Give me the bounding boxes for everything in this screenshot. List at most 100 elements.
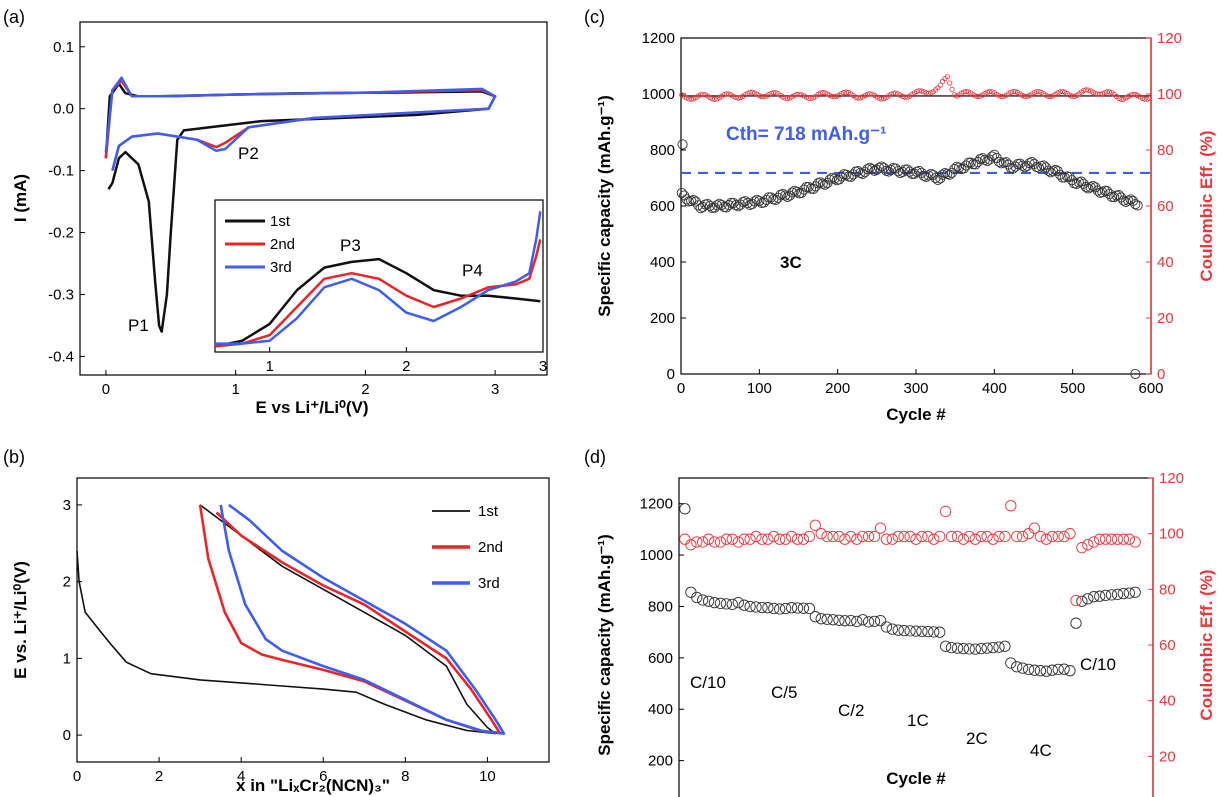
panel-label-d: (d) bbox=[584, 447, 606, 467]
capacity-point bbox=[744, 600, 756, 613]
panel-c-x-tick-label: 300 bbox=[903, 380, 928, 397]
efficiency-point bbox=[1088, 536, 1100, 548]
efficiency-point bbox=[791, 92, 798, 98]
capacity-point bbox=[1016, 662, 1029, 674]
panel-b-y-tick-label: 2 bbox=[63, 574, 71, 591]
efficiency-point bbox=[691, 536, 703, 548]
efficiency-point bbox=[904, 530, 916, 543]
efficiency-point bbox=[679, 533, 691, 545]
efficiency-point bbox=[714, 96, 720, 102]
capacity-point bbox=[750, 601, 762, 613]
efficiency-point bbox=[975, 93, 981, 100]
legend-label-2nd: 2nd bbox=[478, 539, 503, 556]
efficiency-point bbox=[1034, 530, 1047, 543]
capacity-point bbox=[897, 166, 908, 177]
efficiency-point bbox=[784, 95, 791, 102]
efficiency-point bbox=[780, 94, 786, 100]
panel-c-xlabel: Cycle # bbox=[886, 405, 946, 424]
panel-a-x-tick-label: 1 bbox=[231, 381, 239, 398]
efficiency-point bbox=[1082, 539, 1094, 551]
panel-b-xlabel: x in "LiₓCr₂(NCN)₃" bbox=[236, 776, 390, 795]
efficiency-point bbox=[685, 539, 697, 551]
efficiency-point bbox=[785, 530, 798, 543]
panel-c-x-tick-label: 200 bbox=[825, 380, 850, 397]
capacity-point bbox=[714, 597, 727, 610]
capacity-point bbox=[1022, 663, 1035, 676]
panel-b-x-tick-label: 0 bbox=[73, 768, 81, 785]
efficiency-point bbox=[845, 530, 857, 543]
efficiency-point bbox=[803, 530, 816, 543]
panel-b-frame bbox=[76, 477, 550, 763]
efficiency-point bbox=[892, 90, 899, 96]
panel-c-yr-tick-label: 100 bbox=[1157, 86, 1182, 103]
capacity-point bbox=[738, 599, 750, 611]
capacity-point bbox=[1085, 182, 1096, 193]
capacity-point bbox=[1109, 192, 1120, 203]
efficiency-point bbox=[880, 533, 893, 545]
efficiency-point bbox=[987, 533, 999, 545]
capacity-point bbox=[1058, 663, 1070, 675]
panel-c-y-tick-label: 800 bbox=[650, 142, 675, 159]
capacity-point bbox=[904, 625, 916, 637]
panel-b-x-tick-label: 4 bbox=[237, 768, 245, 785]
efficiency-point bbox=[857, 530, 869, 543]
efficiency-point bbox=[735, 95, 741, 101]
inset-x-tick-label: 2 bbox=[402, 358, 410, 375]
capacity-point bbox=[963, 643, 975, 655]
efficiency-point bbox=[1092, 90, 1099, 96]
efficiency-point bbox=[1129, 536, 1141, 548]
efficiency-point bbox=[761, 94, 767, 100]
efficiency-point bbox=[1059, 88, 1066, 95]
capacity-point bbox=[886, 623, 898, 635]
panel-c-y-tick-label: 1000 bbox=[642, 86, 675, 103]
annotation-rate-2c: 2C bbox=[966, 729, 988, 748]
efficiency-point bbox=[1070, 594, 1082, 607]
panel-a-y-tick-label: 0.0 bbox=[53, 101, 74, 118]
capacity-point bbox=[954, 162, 965, 173]
capacity-point bbox=[880, 621, 893, 633]
capacity-point bbox=[867, 164, 878, 175]
capacity-point bbox=[1120, 196, 1131, 207]
panel-a-ylabel: I (mA) bbox=[11, 174, 30, 222]
panel-a-y-tick-label: -0.4 bbox=[48, 348, 74, 365]
efficiency-point bbox=[986, 88, 993, 95]
efficiency-point bbox=[1099, 533, 1112, 545]
capacity-point bbox=[803, 181, 814, 193]
efficiency-point bbox=[1064, 528, 1076, 540]
efficiency-point bbox=[1052, 530, 1064, 543]
efficiency-point bbox=[928, 533, 940, 545]
panel-c-x-tick-label: 0 bbox=[677, 380, 685, 397]
legend-label-3rd: 3rd bbox=[270, 259, 292, 276]
capacity-point bbox=[732, 596, 744, 609]
efficiency-point bbox=[688, 96, 694, 102]
panel-a-inset-frame bbox=[214, 199, 544, 353]
capacity-point bbox=[1132, 200, 1143, 211]
capacity-point bbox=[986, 151, 998, 162]
efficiency-point bbox=[839, 533, 851, 545]
efficiency-point bbox=[1118, 96, 1124, 102]
efficiency-point bbox=[1043, 92, 1049, 98]
efficiency-point bbox=[1022, 528, 1035, 540]
efficiency-point bbox=[1022, 93, 1028, 100]
capacity-point bbox=[774, 603, 786, 615]
efficiency-point bbox=[756, 533, 768, 545]
capacity-point bbox=[1076, 595, 1088, 607]
capacity-point bbox=[829, 173, 840, 184]
efficiency-point bbox=[878, 96, 885, 102]
efficiency-point bbox=[855, 95, 861, 101]
capacity-point bbox=[677, 139, 688, 150]
panel-c-x-tick-label: 100 bbox=[747, 380, 772, 397]
annotation-p4: P4 bbox=[462, 261, 483, 280]
efficiency-point bbox=[708, 536, 721, 548]
efficiency-point bbox=[831, 94, 838, 100]
capacity-point bbox=[768, 602, 780, 615]
capacity-point bbox=[898, 624, 910, 637]
capacity-point bbox=[922, 625, 934, 638]
efficiency-point bbox=[732, 536, 744, 548]
efficiency-point bbox=[1117, 533, 1130, 545]
capacity-point bbox=[892, 166, 904, 177]
panel-d-yr-tick-label: 100 bbox=[1159, 526, 1184, 543]
efficiency-point bbox=[1144, 96, 1150, 102]
panel-a-legend: 1st 2nd 3rd bbox=[225, 213, 295, 276]
capacity-point bbox=[815, 177, 826, 188]
